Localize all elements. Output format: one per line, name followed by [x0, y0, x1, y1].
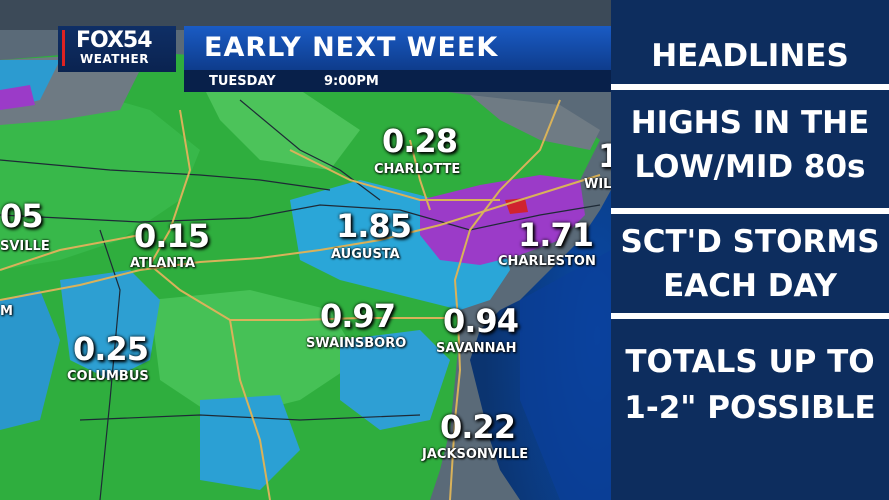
charlotte-label: CHARLOTTE — [374, 162, 461, 177]
page-title: EARLY NEXT WEEK — [204, 32, 499, 63]
savannah-label: SAVANNAH — [436, 341, 517, 356]
partial-left-value: 05 — [0, 197, 44, 235]
atlanta-value: 0.15 — [134, 217, 210, 255]
atlanta-label: ATLANTA — [130, 256, 196, 271]
partial-left-m: M — [0, 304, 13, 319]
augusta-label: AUGUSTA — [331, 247, 400, 262]
savannah-value: 0.94 — [443, 302, 519, 340]
title-bar: EARLY NEXT WEEK — [184, 26, 611, 70]
logo-accent — [62, 30, 65, 66]
time-bar: TUESDAY 9:00PM — [184, 70, 611, 92]
jacksonville-label: JACKSONVILLE — [422, 447, 529, 462]
headline-3-line-2: 1-2" POSSIBLE — [624, 390, 876, 426]
headline-2-line-1: SCT'D STORMS — [620, 224, 880, 260]
logo-subtitle: WEATHER — [80, 52, 149, 66]
forecast-day: TUESDAY — [209, 74, 276, 89]
charleston-label: CHARLESTON — [498, 254, 596, 269]
headline-1-line-2: LOW/MID 80s — [634, 149, 866, 185]
headlines-title: HEADLINES — [651, 38, 849, 74]
swainsboro-label: SWAINSBORO — [306, 336, 407, 351]
forecast-time: 9:00PM — [324, 74, 379, 89]
headline-2-line-2: EACH DAY — [663, 268, 837, 304]
charleston-value: 1.71 — [518, 216, 594, 254]
divider — [611, 208, 889, 214]
headlines-panel: HEADLINES HIGHS IN THE LOW/MID 80s SCT'D… — [611, 0, 889, 500]
fox54-weather-logo: FOX54 WEATHER — [58, 26, 176, 72]
divider — [611, 84, 889, 90]
logo-brand: FOX54 — [76, 28, 153, 53]
charlotte-value: 0.28 — [382, 122, 458, 160]
jacksonville-value: 0.22 — [440, 408, 516, 446]
headline-1-line-1: HIGHS IN THE — [630, 105, 870, 141]
swainsboro-value: 0.97 — [320, 297, 396, 335]
augusta-value: 1.85 — [336, 207, 412, 245]
columbus-value: 0.25 — [73, 330, 149, 368]
headline-3-line-1: TOTALS UP TO — [625, 344, 875, 380]
columbus-label: COLUMBUS — [67, 369, 149, 384]
partial-left-label: SVILLE — [0, 239, 50, 254]
divider — [611, 313, 889, 319]
partial-right-label: WIL — [584, 177, 612, 192]
